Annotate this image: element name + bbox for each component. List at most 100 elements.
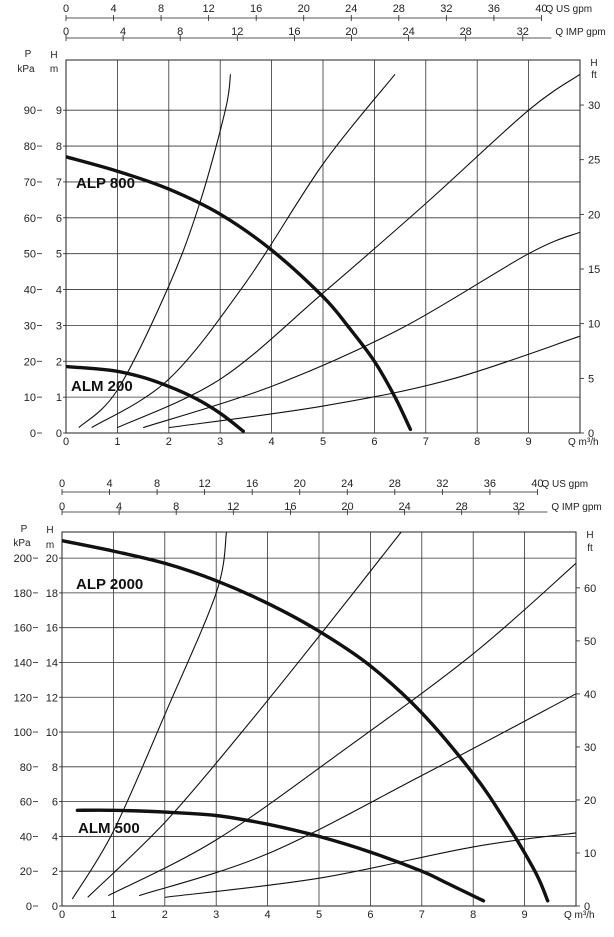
h-m-tick-label: 18 xyxy=(46,588,58,600)
x-tick-label: 0 xyxy=(59,909,65,921)
h-ft-tick-label: 10 xyxy=(588,319,600,331)
x-tick-label: 4 xyxy=(269,436,275,448)
h-m-tick-label: 4 xyxy=(52,831,58,843)
h-ft-tick-label: 40 xyxy=(584,689,596,701)
imp-gpm-tick-label: 24 xyxy=(398,501,410,513)
h-ft-tick-label: 20 xyxy=(584,795,596,807)
h-m-tick-label: 0 xyxy=(56,428,62,440)
us-gpm-tick-label: 32 xyxy=(436,478,448,490)
h-m-tick-label: 20 xyxy=(46,553,58,565)
imp-gpm-tick-label: 28 xyxy=(460,26,472,38)
pump-curve-alp-800 xyxy=(66,155,413,432)
p-kpa-tick-label: 20 xyxy=(24,356,36,368)
h-m-tick-label: 8 xyxy=(56,141,62,153)
h-m-tick-label: 9 xyxy=(56,105,62,117)
us-gpm-tick-label: 28 xyxy=(389,478,401,490)
pump-curve-label: ALP 800 xyxy=(76,175,135,192)
imp-gpm-tick-label: 8 xyxy=(177,26,183,38)
us-gpm-tick-label: 28 xyxy=(393,3,405,15)
imp-gpm-axis-title: Q IMP gpm xyxy=(555,27,605,38)
p-kpa-tick-label: 30 xyxy=(24,320,36,332)
h-ft-axis-title: H xyxy=(590,58,597,69)
x-axis-title: Q m³/h xyxy=(564,910,595,921)
system-curve xyxy=(108,562,576,897)
us-gpm-axis-title: Q US gpm xyxy=(541,479,588,490)
imp-gpm-tick-label: 12 xyxy=(231,26,243,38)
p-kpa-tick-label: 80 xyxy=(20,762,32,774)
us-gpm-tick-label: 20 xyxy=(294,478,306,490)
h-ft-tick-label: 30 xyxy=(584,742,596,754)
us-gpm-tick-label: 20 xyxy=(298,3,310,15)
x-tick-label: 5 xyxy=(316,909,322,921)
us-gpm-tick-label: 24 xyxy=(341,478,353,490)
kpa-axis-unit: kPa xyxy=(17,64,35,75)
us-gpm-tick-label: 4 xyxy=(106,478,112,490)
p-kpa-tick-label: 70 xyxy=(24,177,36,189)
h-axis-title: H xyxy=(50,50,57,61)
x-tick-label: 6 xyxy=(367,909,373,921)
x-tick-label: 5 xyxy=(320,436,326,448)
h-m-tick-label: 4 xyxy=(56,285,62,297)
p-axis-title: P xyxy=(21,524,28,535)
h-m-tick-label: 2 xyxy=(56,356,62,368)
h-ft-axis-title: H xyxy=(586,530,593,541)
x-tick-label: 9 xyxy=(526,436,532,448)
p-kpa-tick-label: 10 xyxy=(24,392,36,404)
us-gpm-tick-label: 8 xyxy=(154,478,160,490)
p-kpa-tick-label: 200 xyxy=(14,553,32,565)
pump-curve-alp-2000 xyxy=(62,539,550,903)
h-m-tick-label: 0 xyxy=(52,901,58,913)
h-ft-tick-label: 5 xyxy=(588,373,594,385)
us-gpm-tick-label: 8 xyxy=(158,3,164,15)
system-curve xyxy=(91,73,396,429)
imp-gpm-tick-label: 28 xyxy=(456,501,468,513)
x-tick-label: 6 xyxy=(371,436,377,448)
x-tick-label: 7 xyxy=(423,436,429,448)
system-curve xyxy=(138,693,576,897)
system-curve xyxy=(71,532,228,900)
h-ft-tick-label: 30 xyxy=(588,100,600,112)
us-gpm-tick-label: 0 xyxy=(59,478,65,490)
us-gpm-tick-label: 40 xyxy=(535,3,547,15)
imp-gpm-tick-label: 4 xyxy=(116,501,122,513)
x-tick-label: 2 xyxy=(166,436,172,448)
kpa-axis-unit: kPa xyxy=(13,538,31,549)
h-ft-tick-label: 0 xyxy=(588,428,594,440)
p-kpa-tick-label: 60 xyxy=(20,797,32,809)
p-kpa-tick-label: 160 xyxy=(14,623,32,635)
h-m-tick-label: 1 xyxy=(56,392,62,404)
x-axis-title: Q m³/h xyxy=(568,437,599,448)
h-ft-tick-label: 50 xyxy=(584,636,596,648)
us-gpm-tick-label: 16 xyxy=(250,3,262,15)
h-m-tick-label: 10 xyxy=(46,727,58,739)
p-kpa-tick-label: 80 xyxy=(24,141,36,153)
x-tick-label: 1 xyxy=(114,436,120,448)
p-kpa-tick-label: 20 xyxy=(20,866,32,878)
h-m-tick-label: 5 xyxy=(56,249,62,261)
h-m-tick-label: 16 xyxy=(46,623,58,635)
pump-curve-alm-200 xyxy=(66,364,245,433)
x-tick-label: 3 xyxy=(213,909,219,921)
h-m-tick-label: 12 xyxy=(46,692,58,704)
h-ft-axis-unit: ft xyxy=(587,543,593,554)
p-kpa-tick-label: 100 xyxy=(14,727,32,739)
p-kpa-tick-label: 90 xyxy=(24,105,36,117)
x-tick-label: 8 xyxy=(470,909,476,921)
h-ft-tick-label: 10 xyxy=(584,848,596,860)
h-m-tick-label: 14 xyxy=(46,657,58,669)
us-gpm-tick-label: 32 xyxy=(440,3,452,15)
us-gpm-tick-label: 36 xyxy=(484,478,496,490)
imp-gpm-tick-label: 32 xyxy=(513,501,525,513)
pump-curve-label: ALM 500 xyxy=(78,820,140,837)
h-m-tick-label: 2 xyxy=(52,866,58,878)
pump-curve-label: ALP 2000 xyxy=(76,576,143,593)
p-kpa-tick-label: 120 xyxy=(14,692,32,704)
x-tick-label: 8 xyxy=(474,436,480,448)
imp-gpm-tick-label: 8 xyxy=(173,501,179,513)
us-gpm-tick-label: 16 xyxy=(246,478,258,490)
p-kpa-tick-label: 140 xyxy=(14,657,32,669)
x-tick-label: 2 xyxy=(162,909,168,921)
h-m-tick-label: 6 xyxy=(52,797,58,809)
